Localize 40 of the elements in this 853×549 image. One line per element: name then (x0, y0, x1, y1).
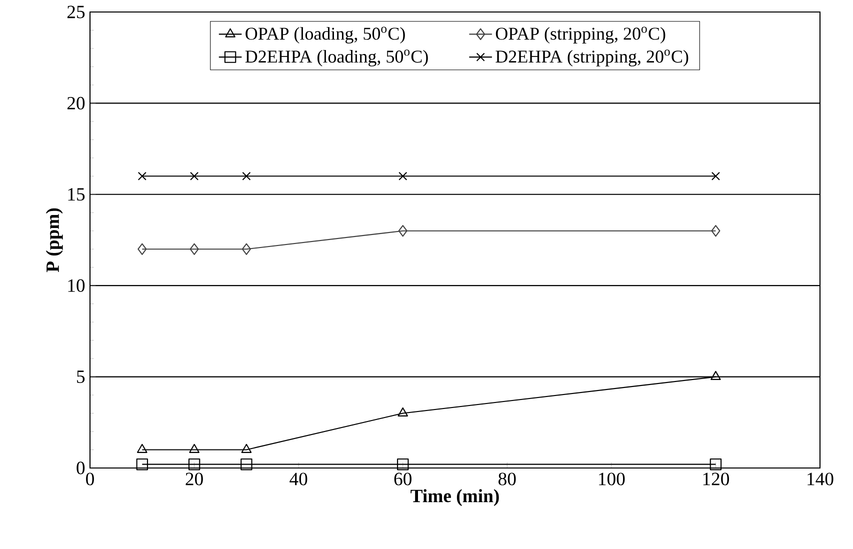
point (242, 243, 251, 255)
point (189, 444, 200, 453)
legend-label: OPAP (loading, 50$^{o}$C) (246, 26, 405, 44)
x-tick-label: 0 (86, 472, 94, 486)
y-tick-label: 0 (76, 462, 85, 474)
point (190, 243, 199, 255)
point (711, 172, 720, 180)
y-tick-label: 5 (77, 370, 85, 383)
point (241, 444, 252, 453)
point (240, 458, 252, 470)
y-tick-label: 10 (68, 279, 85, 292)
point (711, 225, 720, 237)
legend-label: D2EHPA (stripping, 20$^{o}$C) (496, 50, 688, 66)
point (242, 172, 251, 180)
x-tick-label: 100 (599, 472, 625, 486)
y-tick-label: 15 (68, 188, 85, 201)
x-tick-label: 20 (186, 472, 203, 486)
y-tick-label: 25 (67, 6, 85, 18)
point (710, 370, 721, 380)
x-axis-title: Time (min) (410, 489, 499, 506)
point (398, 225, 408, 237)
point (398, 407, 408, 416)
x-tick-label: 120 (703, 472, 729, 486)
legend-label: OPAP (stripping, 20$^{o}$C) (496, 26, 666, 44)
point (188, 458, 200, 470)
x-tick-label: 60 (394, 472, 412, 486)
point (138, 243, 147, 255)
point (710, 458, 722, 470)
y-tick-label: 20 (67, 96, 85, 110)
point (136, 458, 148, 470)
point (398, 172, 408, 180)
legend-label: D2EHPA (loading, 50$^{o}$C) (245, 50, 428, 66)
x-tick-label: 140 (808, 472, 834, 486)
y-axis-title: P (ppm) (46, 208, 63, 272)
point (396, 458, 409, 470)
x-tick-label: 80 (498, 472, 516, 486)
point (138, 172, 146, 180)
point (190, 172, 199, 180)
x-tick-label: 40 (290, 472, 308, 486)
point (136, 444, 148, 453)
